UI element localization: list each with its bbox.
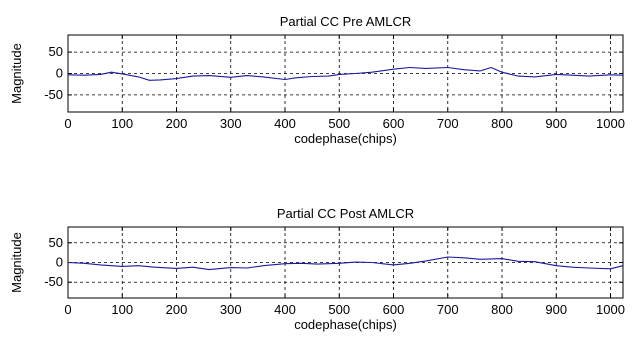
x-tick-label: 400 [274, 116, 296, 131]
x-tick-label: 600 [383, 116, 405, 131]
x-tick-label: 900 [545, 116, 567, 131]
y-axis-label: Magnitude [9, 232, 24, 293]
y-tick-label: 50 [49, 235, 63, 250]
x-axis-label: codephase(chips) [294, 131, 397, 146]
x-tick-label: 500 [328, 302, 350, 317]
x-tick-label: 100 [111, 302, 133, 317]
y-tick-label: -50 [44, 87, 63, 102]
y-axis-label: Magnitude [9, 43, 24, 104]
x-tick-label: 800 [491, 116, 513, 131]
x-tick-label: 0 [64, 302, 71, 317]
x-tick-label: 700 [437, 302, 459, 317]
x-tick-label: 200 [166, 116, 188, 131]
x-tick-label: 800 [491, 302, 513, 317]
subplot-2: 0 100 200 300 400 500 600 700 800 900 1000-50050Pa… [9, 206, 625, 332]
x-tick-label: 600 [383, 302, 405, 317]
y-tick-label: 50 [49, 44, 63, 59]
x-tick-label: 1000 [596, 302, 625, 317]
x-tick-label: 1000 [596, 116, 625, 131]
x-tick-label: 400 [274, 302, 296, 317]
x-axis-label: codephase(chips) [294, 317, 397, 332]
y-tick-label: -50 [44, 274, 63, 289]
chart-title: Partial CC Post AMLCR [277, 206, 414, 221]
y-tick-label: 0 [56, 255, 63, 270]
y-tick-label: 0 [56, 66, 63, 81]
x-tick-label: 900 [545, 302, 567, 317]
x-tick-label: 300 [220, 302, 242, 317]
x-tick-label: 500 [328, 116, 350, 131]
x-tick-label: 100 [111, 116, 133, 131]
x-tick-label: 200 [166, 302, 188, 317]
x-tick-label: 300 [220, 116, 242, 131]
chart-title: Partial CC Pre AMLCR [280, 14, 411, 29]
x-tick-label: 700 [437, 116, 459, 131]
subplot-1: 0 100 200 300 400 500 600 700 800 900 1000-50050Pa… [9, 14, 625, 146]
x-tick-label: 0 [64, 116, 71, 131]
